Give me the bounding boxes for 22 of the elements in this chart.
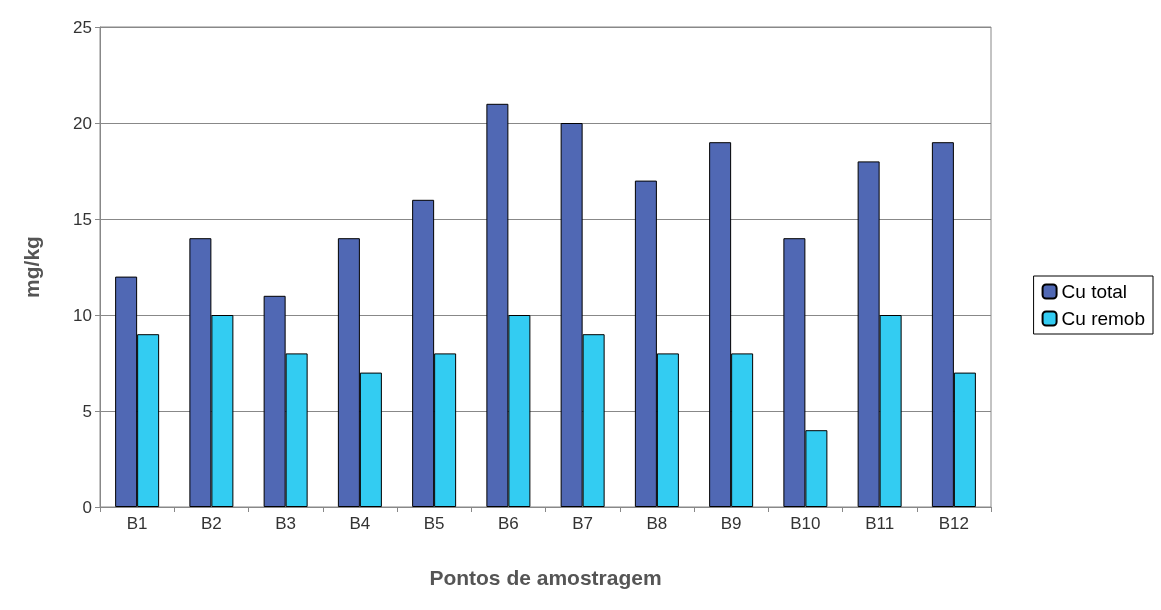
x-tick-label: B12 <box>938 514 969 533</box>
x-tick-label: B10 <box>790 514 821 533</box>
x-tick-label: B11 <box>865 514 895 533</box>
y-tick-label: 10 <box>73 305 92 325</box>
y-tick-label: 0 <box>82 497 92 517</box>
x-tick-label: B9 <box>720 514 742 533</box>
y-tick-label: 5 <box>82 401 92 421</box>
x-tick-label: B8 <box>646 514 668 533</box>
legend-label: Cu remob <box>1061 308 1145 329</box>
x-tick-label: B1 <box>126 514 148 533</box>
y-tick-label: 20 <box>73 113 92 133</box>
legend-label: Cu total <box>1061 281 1128 302</box>
y-tick-label: 15 <box>73 209 92 229</box>
x-tick-label: B7 <box>572 514 594 533</box>
x-tick-label: B6 <box>497 514 519 533</box>
x-tick-label: B5 <box>423 514 445 533</box>
x-tick-label: B4 <box>349 514 371 533</box>
x-tick-label: B3 <box>275 514 297 533</box>
y-tick-label: 25 <box>73 17 92 37</box>
y-axis-title: mg/kg <box>20 236 43 298</box>
x-axis-title: Pontos de amostragem <box>429 566 662 589</box>
x-tick-label: B2 <box>200 514 222 533</box>
